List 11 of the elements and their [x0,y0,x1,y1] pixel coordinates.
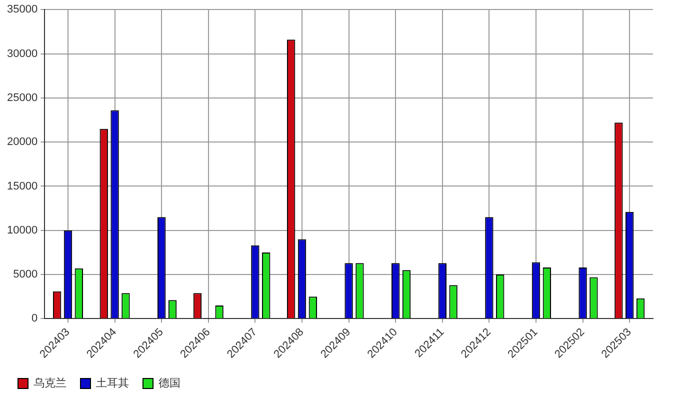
y-tick-label: 30000 [6,48,38,60]
y-tick-label: 25000 [6,92,38,104]
y-tick-label: 15000 [6,180,38,192]
y-tick-label: 20000 [6,136,38,148]
y-tick-label: 10000 [6,224,38,236]
y-tick-label: 35000 [6,4,38,16]
y-tick-label: 0 [31,312,38,325]
legend-label: 德国 [158,376,180,390]
legend-label: 土耳其 [96,376,129,390]
legend-label: 乌克兰 [34,376,66,390]
y-tick-label: 5000 [13,268,38,281]
